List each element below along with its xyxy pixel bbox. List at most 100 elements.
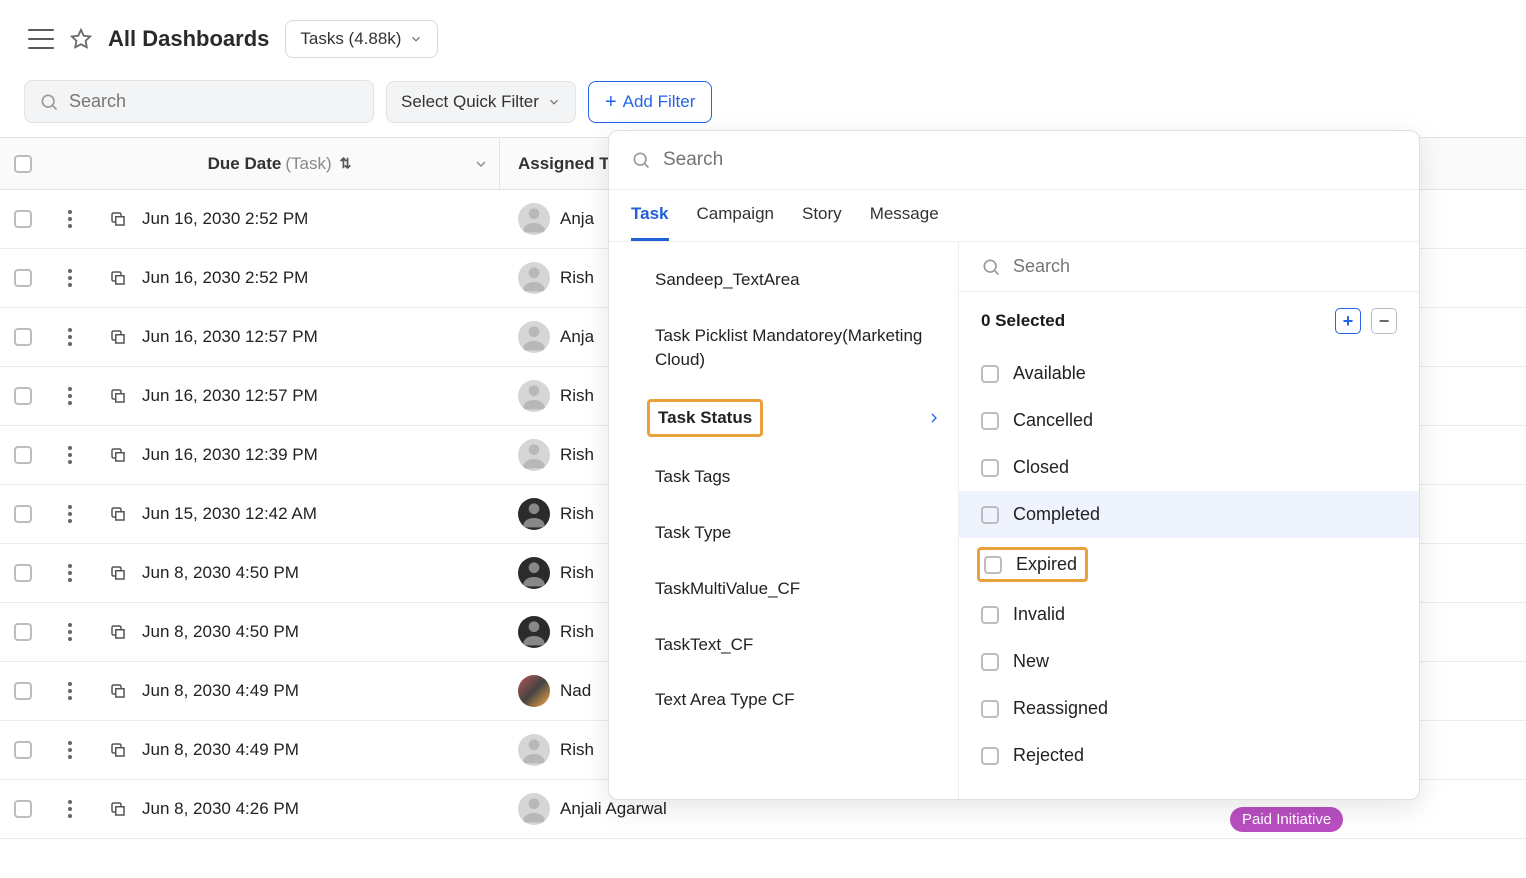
option-checkbox[interactable] [981, 653, 999, 671]
tab-task[interactable]: Task [631, 204, 669, 241]
assignee-avatar [518, 675, 550, 707]
assignee-avatar [518, 262, 550, 294]
global-search[interactable] [24, 80, 374, 123]
open-task-icon[interactable] [94, 210, 142, 228]
filter-value-option[interactable]: Expired [959, 538, 1419, 591]
row-menu-button[interactable] [46, 210, 94, 228]
open-task-icon[interactable] [94, 623, 142, 641]
search-icon [39, 92, 59, 112]
open-task-icon[interactable] [94, 328, 142, 346]
option-checkbox[interactable] [981, 606, 999, 624]
add-filter-popover: Task Campaign Story Message Sandeep_TextAre… [608, 130, 1420, 800]
filter-field-item[interactable]: TaskText_CF [609, 617, 958, 673]
filter-field-item[interactable]: Sandeep_TextArea [609, 252, 958, 308]
select-all-button[interactable]: + [1335, 308, 1361, 334]
filter-value-option[interactable]: New [959, 638, 1419, 685]
due-date-cell: Jun 8, 2030 4:50 PM [142, 622, 499, 642]
menu-icon[interactable] [28, 29, 54, 49]
filter-field-label: Task Picklist Mandatorey(Marketing Cloud… [655, 326, 922, 369]
option-checkbox[interactable] [981, 412, 999, 430]
filter-value-option[interactable]: Rejected [959, 732, 1419, 779]
row-checkbox[interactable] [14, 269, 32, 287]
option-checkbox[interactable] [981, 700, 999, 718]
chevron-down-icon[interactable] [473, 156, 489, 172]
filter-field-label: TaskText_CF [655, 635, 753, 654]
column-due-label: Due Date [208, 154, 282, 174]
filter-field-item[interactable]: Task Tags [609, 449, 958, 505]
value-search-input[interactable] [1013, 256, 1397, 277]
filter-field-item[interactable]: Text Area Type CF [609, 672, 958, 728]
option-label: Expired [1016, 554, 1077, 575]
row-checkbox[interactable] [14, 564, 32, 582]
filter-value-option[interactable]: Completed [959, 491, 1419, 538]
row-menu-button[interactable] [46, 505, 94, 523]
option-checkbox[interactable] [981, 747, 999, 765]
open-task-icon[interactable] [94, 800, 142, 818]
filter-field-item[interactable]: Task Type [609, 505, 958, 561]
row-checkbox[interactable] [14, 800, 32, 818]
row-menu-button[interactable] [46, 269, 94, 287]
filter-value-option[interactable]: Reassigned [959, 685, 1419, 732]
row-menu-button[interactable] [46, 564, 94, 582]
row-checkbox[interactable] [14, 210, 32, 228]
filter-field-item[interactable]: Task Status [609, 387, 958, 449]
filter-value-option[interactable]: Closed [959, 444, 1419, 491]
option-checkbox[interactable] [984, 556, 1002, 574]
row-menu-button[interactable] [46, 741, 94, 759]
filter-value-option[interactable]: Available [959, 350, 1419, 397]
global-search-input[interactable] [69, 91, 359, 112]
chevron-right-icon [926, 410, 942, 426]
row-menu-button[interactable] [46, 623, 94, 641]
popover-search[interactable] [609, 131, 1419, 190]
filter-row: Select Quick Filter + Add Filter [0, 72, 1526, 137]
row-menu-button[interactable] [46, 387, 94, 405]
value-search[interactable] [959, 242, 1419, 292]
row-menu-button[interactable] [46, 682, 94, 700]
open-task-icon[interactable] [94, 741, 142, 759]
add-filter-label: Add Filter [623, 92, 696, 112]
open-task-icon[interactable] [94, 564, 142, 582]
filter-field-item[interactable]: Task Picklist Mandatorey(Marketing Cloud… [609, 308, 958, 388]
quick-filter-dropdown[interactable]: Select Quick Filter [386, 81, 576, 123]
open-task-icon[interactable] [94, 269, 142, 287]
filter-field-label: Task Type [655, 523, 731, 542]
assignee-avatar [518, 321, 550, 353]
tab-message[interactable]: Message [870, 204, 939, 241]
row-checkbox[interactable] [14, 328, 32, 346]
popover-search-input[interactable] [663, 149, 1397, 171]
open-task-icon[interactable] [94, 446, 142, 464]
row-checkbox[interactable] [14, 387, 32, 405]
deselect-all-button[interactable]: − [1371, 308, 1397, 334]
sort-icon[interactable]: ⇅ [340, 155, 352, 172]
assignee-name: Anjali Agarwal [560, 799, 667, 819]
row-menu-button[interactable] [46, 800, 94, 818]
assignee-name: Rish [560, 622, 594, 642]
row-checkbox[interactable] [14, 623, 32, 641]
row-checkbox[interactable] [14, 741, 32, 759]
assignee-name: Rish [560, 740, 594, 760]
tab-story[interactable]: Story [802, 204, 842, 241]
column-due-date[interactable]: Due Date (Task) ⇅ [46, 138, 500, 189]
add-filter-button[interactable]: + Add Filter [588, 81, 712, 123]
option-checkbox[interactable] [981, 506, 999, 524]
row-checkbox[interactable] [14, 505, 32, 523]
filter-field-item[interactable]: TaskMultiValue_CF [609, 561, 958, 617]
filter-value-option[interactable]: Invalid [959, 591, 1419, 638]
option-checkbox[interactable] [981, 365, 999, 383]
star-icon[interactable] [70, 28, 92, 50]
filter-value-panel: 0 Selected + − AvailableCancelledClosedC… [959, 242, 1419, 799]
due-date-cell: Jun 8, 2030 4:26 PM [142, 799, 499, 819]
open-task-icon[interactable] [94, 505, 142, 523]
option-checkbox[interactable] [981, 459, 999, 477]
tab-campaign[interactable]: Campaign [697, 204, 775, 241]
row-menu-button[interactable] [46, 328, 94, 346]
select-all-checkbox[interactable] [14, 155, 32, 173]
row-checkbox[interactable] [14, 682, 32, 700]
due-date-cell: Jun 16, 2030 12:57 PM [142, 327, 499, 347]
open-task-icon[interactable] [94, 682, 142, 700]
tasks-dropdown[interactable]: Tasks (4.88k) [285, 20, 438, 58]
row-menu-button[interactable] [46, 446, 94, 464]
row-checkbox[interactable] [14, 446, 32, 464]
open-task-icon[interactable] [94, 387, 142, 405]
filter-value-option[interactable]: Cancelled [959, 397, 1419, 444]
